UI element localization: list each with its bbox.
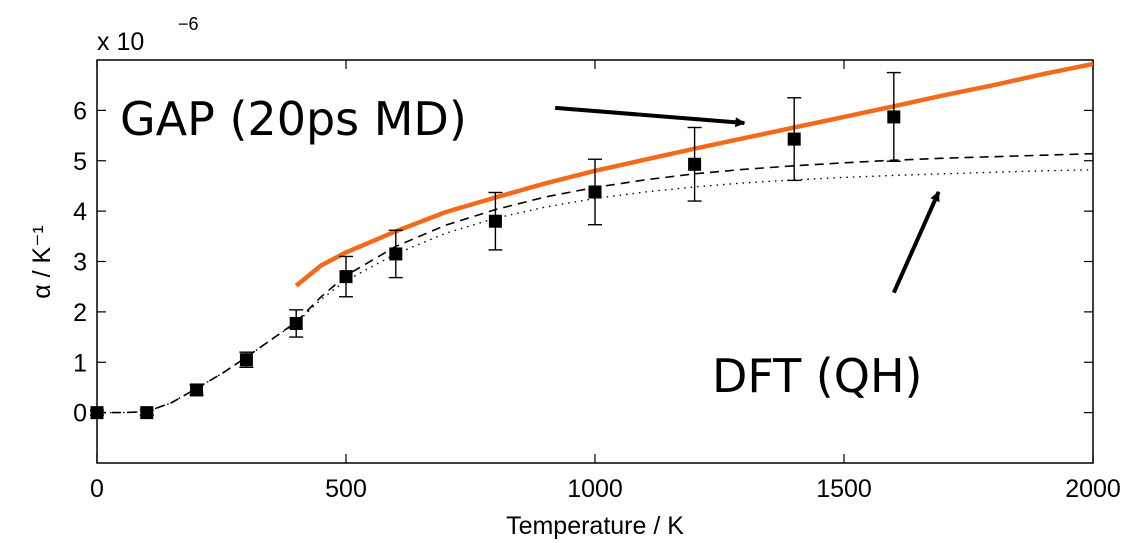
x-tick-label: 2000: [1065, 475, 1121, 503]
series-line-solid: [294, 61, 1093, 288]
y-tick-label: 0: [73, 400, 87, 428]
annotation-layer: GAP (20ps MD) DFT (QH): [120, 92, 941, 403]
x-tick-label: 1500: [816, 475, 872, 503]
x-tick-label: 0: [90, 475, 104, 503]
x-tick-labels: 0 500 1000 1500 2000: [90, 475, 1121, 503]
y-axis-label: α / K⁻¹: [28, 225, 56, 299]
data-point-marker: [488, 214, 502, 228]
y-tick-label: 4: [73, 198, 87, 226]
y-tick-label: 3: [73, 249, 87, 277]
dft-annotation-arrow: [891, 191, 941, 294]
x-tick-label: 1000: [567, 475, 623, 503]
data-point-marker: [787, 132, 801, 146]
y-tick-label: 2: [73, 299, 87, 327]
x-tick-label: 500: [325, 475, 367, 503]
y-tick-label: 5: [73, 148, 87, 176]
data-point-marker: [688, 157, 702, 171]
data-point-marker: [887, 110, 901, 124]
data-point-marker: [190, 383, 204, 397]
data-point-marker: [289, 316, 303, 330]
data-point-marker: [389, 247, 403, 261]
axis-multiplier-exponent: −6: [178, 14, 199, 34]
series-line-dotted: [97, 169, 1093, 414]
y-tick-label: 6: [73, 97, 87, 125]
axis-multiplier: x 10: [97, 28, 144, 56]
data-point-marker: [90, 406, 104, 420]
data-point-marker: [588, 185, 602, 199]
dft-annotation-label: DFT (QH): [712, 349, 922, 403]
gap-annotation-arrow: [555, 105, 746, 128]
data-point-marker: [339, 270, 353, 284]
plot-area: [96, 59, 1094, 464]
data-point-marker: [140, 406, 154, 420]
gap-annotation-label: GAP (20ps MD): [120, 92, 467, 146]
marker-layer: [90, 71, 901, 420]
x-axis-label: Temperature / K: [506, 512, 684, 540]
data-point-marker: [239, 353, 253, 367]
y-tick-label: 1: [73, 349, 87, 377]
y-tick-labels: 0 1 2 3 4 5 6: [73, 97, 87, 427]
